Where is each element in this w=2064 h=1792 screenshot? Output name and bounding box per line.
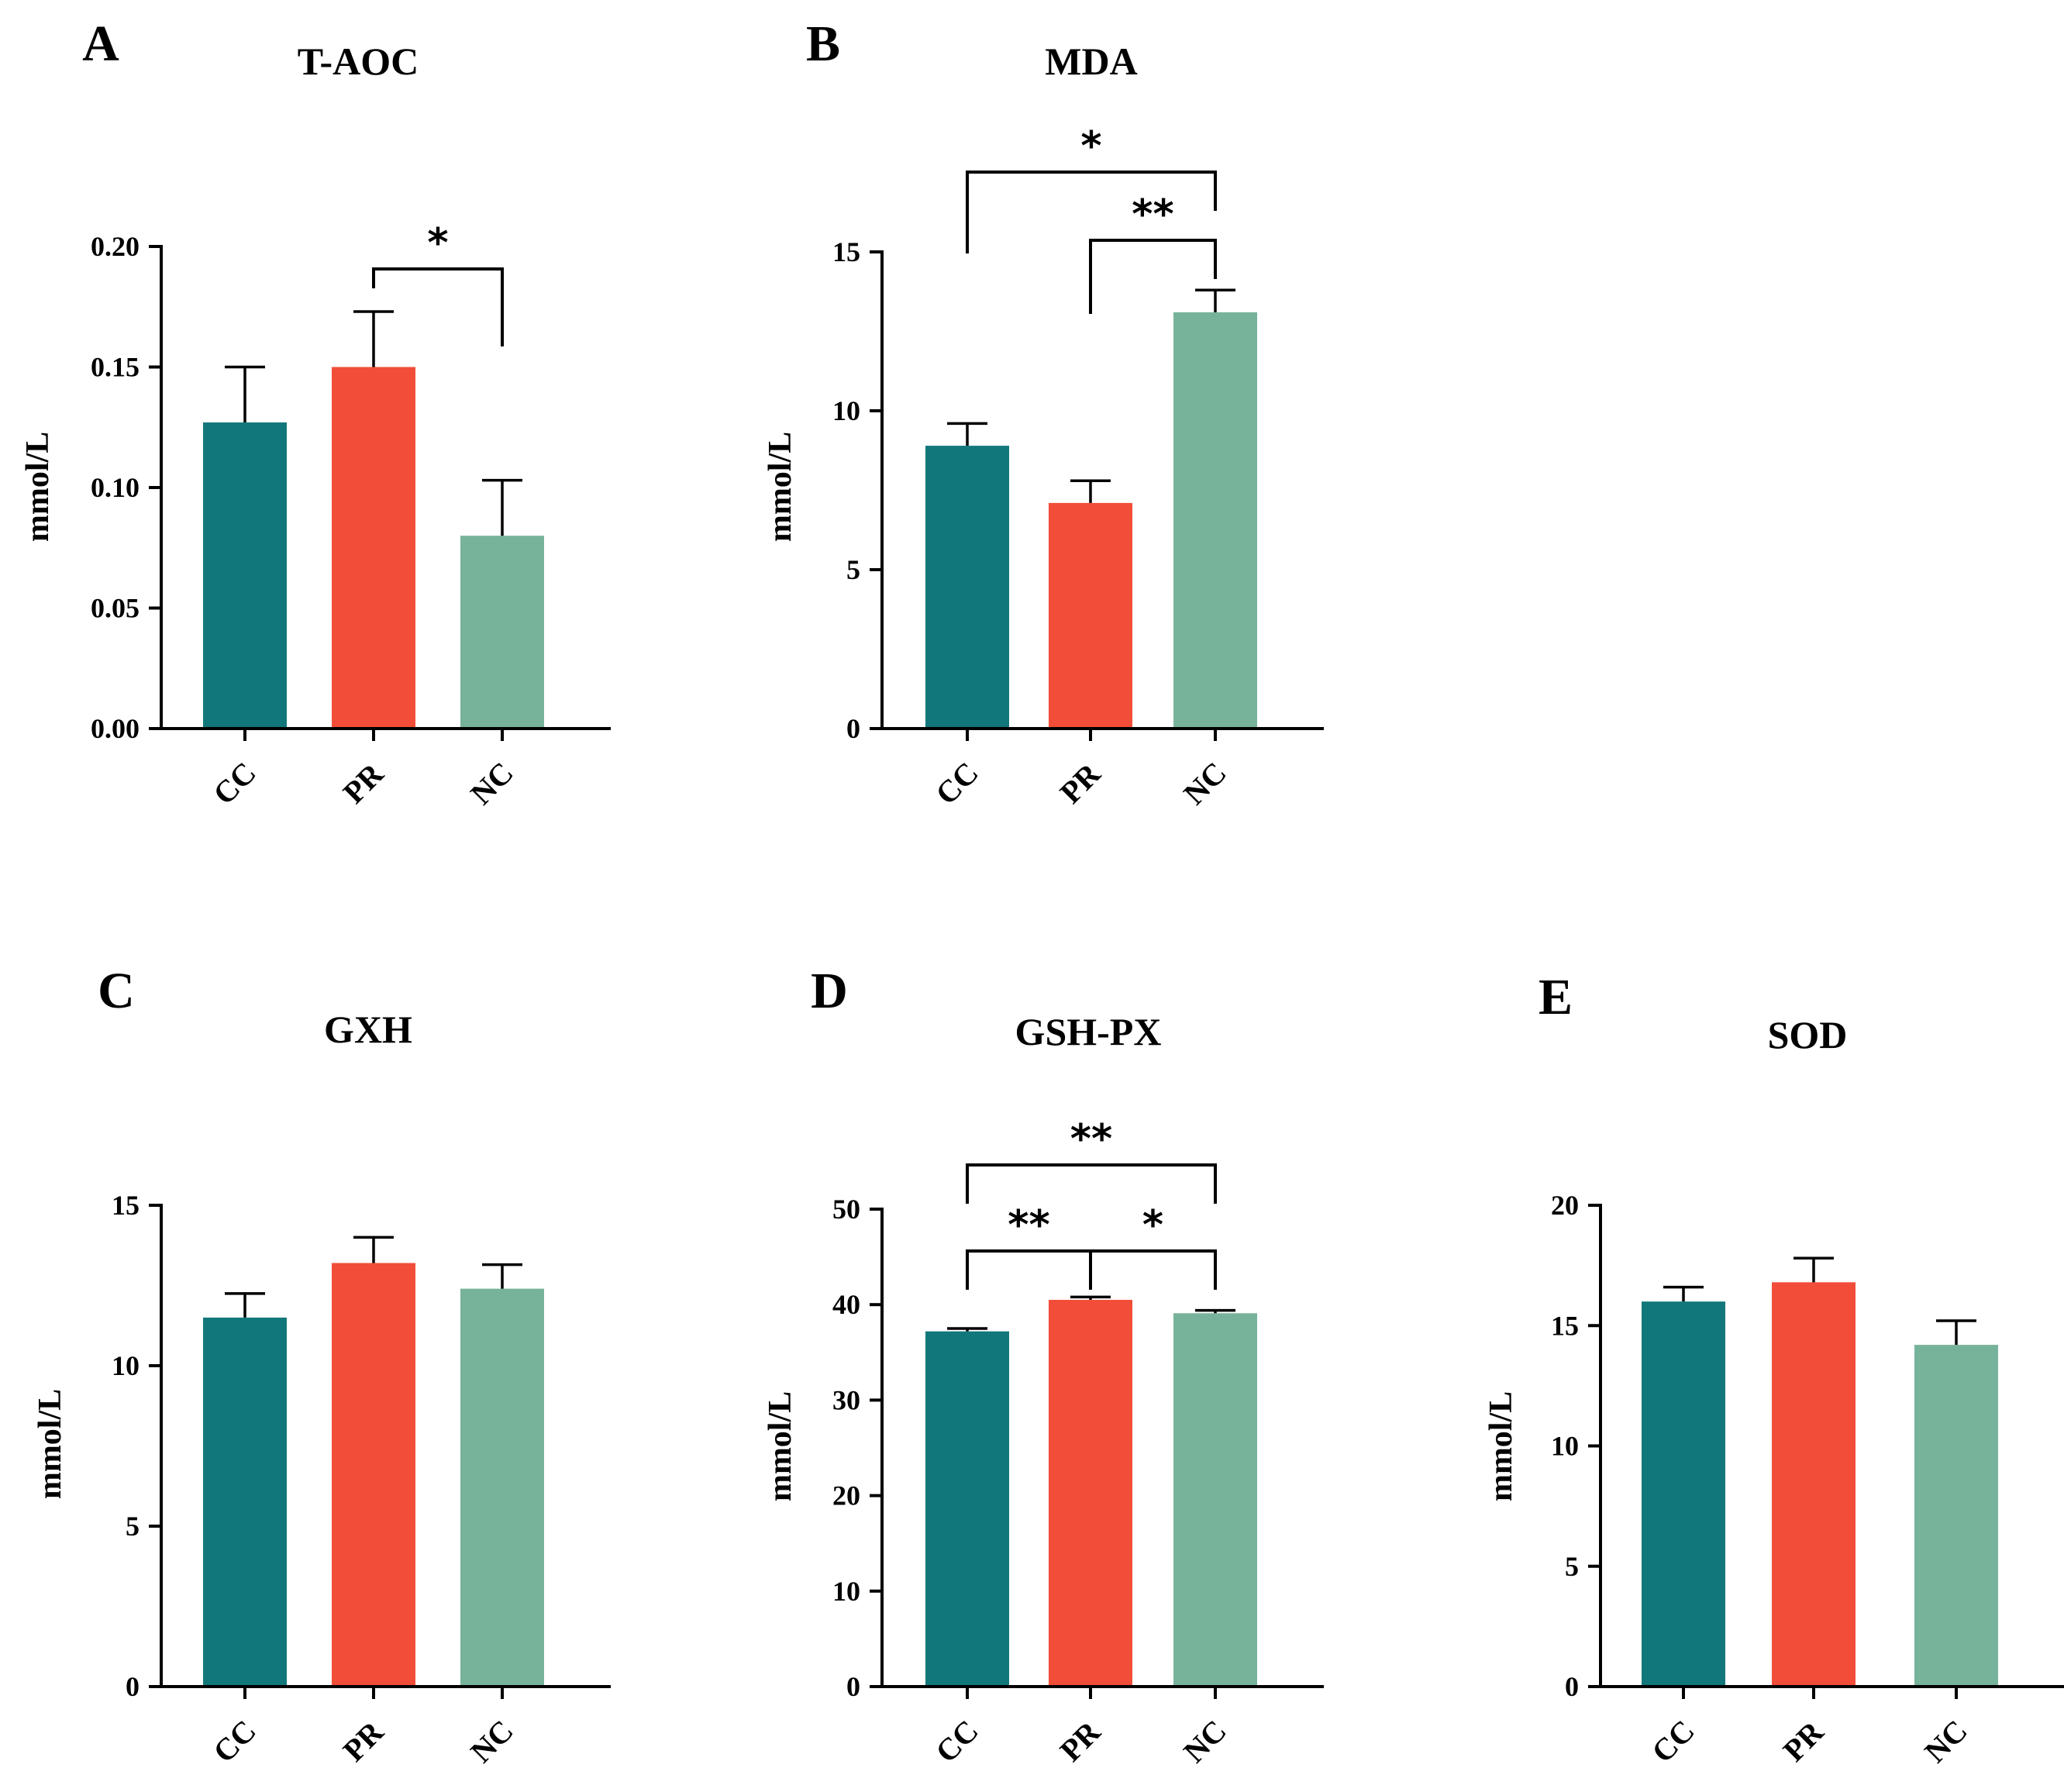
significance-label: * bbox=[1142, 1202, 1163, 1249]
x-tick-label-cc: CC bbox=[1645, 1713, 1701, 1770]
chart-panel-a: A T-AOC mmol/L 0.00 0.05 0.10 0.15 0.20 CC PR NC * bbox=[20, 16, 611, 812]
x-tick-label-cc: CC bbox=[206, 1713, 263, 1770]
y-tick-label: 30 bbox=[832, 1384, 860, 1415]
y-tick-label: 0 bbox=[846, 713, 860, 744]
y-tick-label: 15 bbox=[1551, 1310, 1579, 1341]
bar-nc bbox=[460, 536, 544, 729]
significance-bracket bbox=[966, 171, 1217, 253]
bar-nc bbox=[1173, 1313, 1257, 1687]
y-tick-label: 0.00 bbox=[91, 713, 140, 744]
bar-nc bbox=[1173, 312, 1257, 729]
y-tick-label: 15 bbox=[832, 236, 860, 267]
y-tick-label: 0.20 bbox=[91, 231, 140, 262]
y-tick-label: 20 bbox=[1551, 1190, 1579, 1221]
significance-label: ** bbox=[1008, 1202, 1049, 1249]
y-tick-label: 0.05 bbox=[91, 593, 140, 624]
panel-letter: B bbox=[806, 16, 840, 72]
x-tick-label-nc: NC bbox=[463, 755, 520, 812]
bar-nc bbox=[460, 1288, 544, 1687]
x-tick-label-nc: NC bbox=[463, 1713, 520, 1770]
y-tick-label: 10 bbox=[832, 1576, 860, 1607]
bar-cc bbox=[925, 1331, 1009, 1687]
bar-cc bbox=[203, 1317, 287, 1687]
y-tick-label: 0.10 bbox=[91, 472, 140, 503]
y-tick-label: 0.15 bbox=[91, 352, 140, 383]
x-tick-label-cc: CC bbox=[206, 755, 263, 812]
y-tick-label: 50 bbox=[832, 1194, 860, 1225]
panel-letter: E bbox=[1539, 969, 1573, 1025]
x-tick-label-nc: NC bbox=[1177, 755, 1233, 812]
bar-pr bbox=[1772, 1282, 1856, 1687]
y-tick-label: 15 bbox=[112, 1190, 140, 1221]
y-tick-label: 40 bbox=[832, 1289, 860, 1320]
y-tick-label: 0 bbox=[1565, 1671, 1579, 1702]
x-tick-label-pr: PR bbox=[336, 756, 391, 810]
chart-panel-c: C GXH mmol/L 0 5 10 15 CC PR NC bbox=[33, 963, 611, 1770]
bar-pr bbox=[1049, 1300, 1132, 1687]
significance-label: * bbox=[1080, 123, 1101, 170]
bar-pr bbox=[332, 1263, 415, 1687]
y-axis-label: mmol/L bbox=[1483, 1391, 1519, 1501]
y-tick-label: 10 bbox=[112, 1350, 140, 1381]
x-tick-label-pr: PR bbox=[1053, 1714, 1108, 1768]
chart-title: T-AOC bbox=[298, 40, 419, 83]
significance-label: ** bbox=[1132, 191, 1173, 238]
chart-title: GXH bbox=[324, 1008, 412, 1051]
y-tick-label: 5 bbox=[846, 554, 860, 585]
chart-title: GSH-PX bbox=[1015, 1010, 1162, 1053]
x-tick-label-nc: NC bbox=[1918, 1713, 1974, 1770]
significance-bracket bbox=[966, 1163, 1217, 1204]
bar-pr bbox=[1049, 502, 1132, 729]
y-tick-label: 5 bbox=[1565, 1551, 1579, 1582]
x-tick-label-cc: CC bbox=[929, 755, 985, 812]
x-tick-label-cc: CC bbox=[929, 1713, 985, 1770]
significance-label: * bbox=[427, 220, 448, 267]
y-tick-label: 5 bbox=[126, 1511, 140, 1542]
y-tick-label: 0 bbox=[846, 1671, 860, 1702]
significance-bracket bbox=[1089, 239, 1217, 314]
significance-bracket bbox=[1089, 1249, 1217, 1290]
significance-bracket bbox=[372, 267, 504, 346]
panel-letter: A bbox=[82, 16, 119, 72]
y-axis-label: mmol/L bbox=[33, 1389, 68, 1499]
y-tick-label: 10 bbox=[1551, 1431, 1579, 1462]
panel-letter: D bbox=[811, 963, 848, 1019]
x-tick-label-pr: PR bbox=[1053, 756, 1108, 810]
y-axis-label: mmol/L bbox=[763, 1391, 798, 1501]
chart-panel-e: E SOD mmol/L 0 5 10 15 20 CC PR NC bbox=[1483, 969, 2064, 1770]
chart-title: SOD bbox=[1768, 1013, 1848, 1056]
bar-pr bbox=[332, 367, 415, 729]
y-tick-label: 0 bbox=[126, 1671, 140, 1702]
y-tick-label: 20 bbox=[832, 1480, 860, 1511]
x-tick-label-pr: PR bbox=[336, 1714, 391, 1768]
x-tick-label-nc: NC bbox=[1177, 1713, 1233, 1770]
y-tick-label: 10 bbox=[832, 395, 860, 426]
significance-bracket bbox=[966, 1249, 1092, 1290]
bar-cc bbox=[1642, 1301, 1725, 1687]
y-axis-label: mmol/L bbox=[763, 432, 798, 542]
bar-cc bbox=[925, 446, 1009, 729]
chart-title: MDA bbox=[1045, 40, 1137, 83]
panel-letter: C bbox=[98, 963, 135, 1019]
bar-cc bbox=[203, 422, 287, 729]
bar-nc bbox=[1914, 1345, 1998, 1687]
significance-label: ** bbox=[1070, 1116, 1112, 1163]
x-tick-label-pr: PR bbox=[1776, 1714, 1831, 1768]
y-axis-label: mmol/L bbox=[20, 432, 56, 542]
